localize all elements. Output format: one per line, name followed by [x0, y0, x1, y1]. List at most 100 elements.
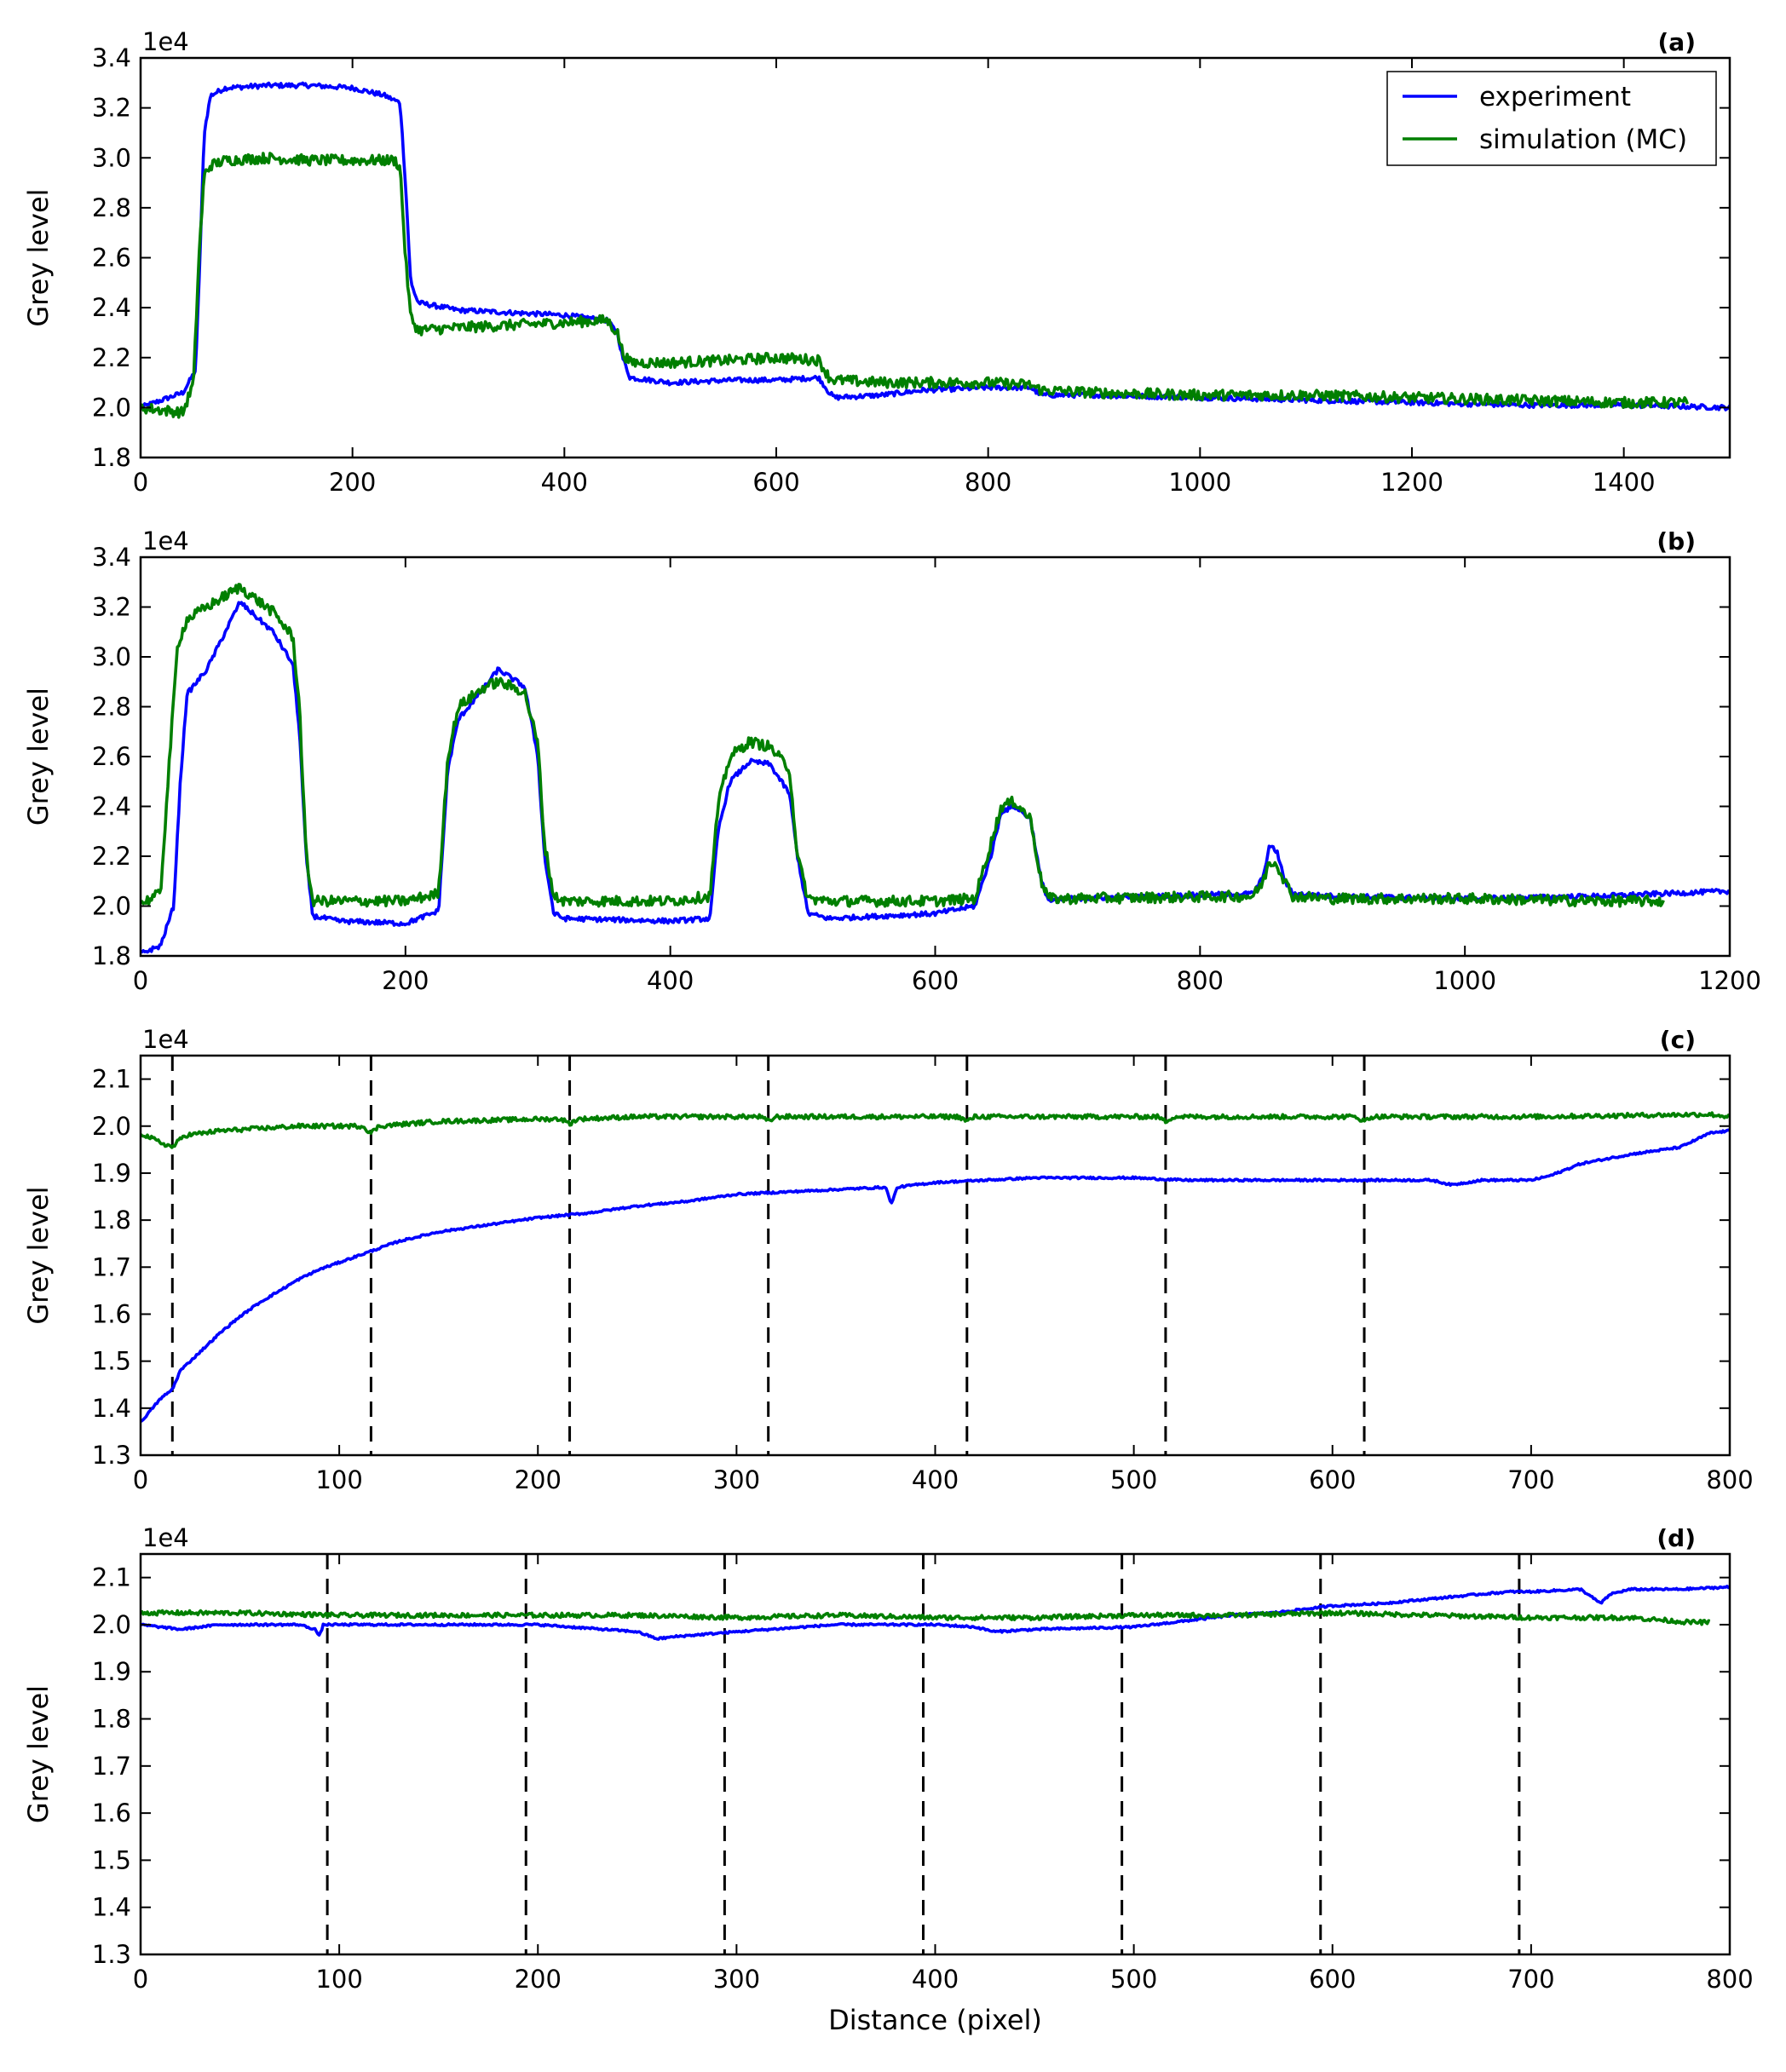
x-tick-label: 600: [1309, 1965, 1356, 1994]
y-tick-label: 1.6: [92, 1799, 131, 1827]
y-tick-label: 1.9: [92, 1657, 131, 1686]
y-tick-label: 1.3: [92, 1940, 131, 1969]
series-simulation-line: [141, 1111, 1730, 1149]
y-tick-label: 1.8: [92, 1705, 131, 1734]
legend-label: experiment: [1479, 82, 1631, 112]
y-axis-title: Grey level: [22, 188, 55, 326]
x-axis-title: Distance (pixel): [828, 2004, 1042, 2036]
y-tick-label: 1.7: [92, 1752, 131, 1781]
y-tick-label: 2.6: [92, 244, 131, 273]
x-tick-label: 200: [382, 966, 429, 995]
panel-label: (c): [1660, 1026, 1696, 1054]
y-multiplier-label: 1e4: [142, 1025, 189, 1054]
y-tick-label: 2.2: [92, 343, 131, 372]
x-tick-label: 600: [752, 468, 799, 497]
x-tick-label: 1400: [1593, 468, 1656, 497]
y-tick-label: 3.0: [92, 143, 131, 172]
x-tick-label: 200: [329, 468, 376, 497]
x-tick-label: 1200: [1380, 468, 1443, 497]
y-multiplier-label: 1e4: [142, 27, 189, 56]
x-tick-label: 0: [133, 966, 148, 995]
y-tick-label: 2.8: [92, 193, 131, 222]
x-tick-label: 400: [541, 468, 588, 497]
x-tick-label: 1200: [1698, 966, 1761, 995]
panel-label: (d): [1656, 1524, 1696, 1552]
legend-label: simulation (MC): [1479, 124, 1687, 155]
y-tick-label: 3.2: [92, 94, 131, 123]
x-tick-label: 100: [315, 1465, 362, 1494]
x-tick-label: 0: [133, 1465, 148, 1494]
panel-c: 0 100 200 300 400 500 600 700 800 1.3 1.4 1.5 1.6 1.7…: [22, 1025, 1754, 1494]
panel-b: 0 200 400 600 800 1000 1200 1.8 2.0 2.2 2.4 2.6 2.8 3…: [22, 527, 1761, 995]
x-tick-label: 200: [515, 1965, 562, 1994]
x-tick-label: 700: [1507, 1965, 1554, 1994]
y-tick-label: 1.8: [92, 941, 131, 970]
panel-a: 0 200 400 600 800 1000 1200 1400 1.8 2.0 2.2 2.4 2.6…: [22, 27, 1731, 497]
y-tick-label: 2.4: [92, 293, 131, 322]
y-tick-label: 1.3: [92, 1441, 131, 1470]
y-tick-label: 2.2: [92, 842, 131, 871]
y-multiplier-label: 1e4: [142, 1523, 189, 1552]
y-tick-label: 3.0: [92, 642, 131, 671]
panel-label: (b): [1656, 527, 1696, 555]
y-tick-label: 1.5: [92, 1347, 131, 1376]
x-tick-label: 0: [133, 1965, 148, 1994]
legend: experiment simulation (MC): [1386, 71, 1717, 166]
y-tick-label: 2.0: [92, 393, 131, 422]
x-tick-label: 500: [1110, 1465, 1157, 1494]
y-tick-label: 2.6: [92, 742, 131, 771]
x-tick-label: 400: [647, 966, 694, 995]
x-tick-label: 1000: [1433, 966, 1496, 995]
plot-area: [141, 81, 1730, 419]
series-simulation-line: [141, 1609, 1711, 1626]
y-tick-label: 2.1: [92, 1563, 131, 1592]
y-tick-label: 2.0: [92, 1610, 131, 1639]
y-tick-label: 1.6: [92, 1299, 131, 1328]
y-tick-label: 1.4: [92, 1893, 131, 1922]
y-axis-title: Grey level: [22, 1685, 55, 1823]
y-tick-label: 2.1: [92, 1065, 131, 1094]
x-tick-label: 500: [1110, 1965, 1157, 1994]
plot-area: [141, 1554, 1730, 1954]
x-tick-label: 200: [515, 1465, 562, 1494]
y-tick-label: 1.9: [92, 1159, 131, 1188]
y-tick-label: 1.8: [92, 1206, 131, 1235]
y-axis-title: Grey level: [22, 1186, 55, 1324]
plot-area: [141, 583, 1730, 954]
x-tick-label: 0: [133, 468, 148, 497]
x-tick-label: 800: [1706, 1965, 1753, 1994]
series-simulation-line: [141, 152, 1689, 419]
y-axis-title: Grey level: [22, 688, 55, 826]
y-multiplier-label: 1e4: [142, 527, 189, 555]
series-experiment-line: [141, 1128, 1730, 1423]
y-tick-label: 1.7: [92, 1252, 131, 1281]
plot-area: [141, 1056, 1730, 1455]
x-tick-label: 400: [912, 1965, 959, 1994]
y-tick-label: 1.5: [92, 1845, 131, 1874]
panel-d: 0 100 200 300 400 500 600 700 800 1.3 1.4 1.5 1.6 1.7…: [22, 1523, 1754, 2036]
x-tick-label: 100: [315, 1965, 362, 1994]
panel-label: (a): [1658, 28, 1697, 56]
x-tick-label: 700: [1507, 1465, 1554, 1494]
y-tick-label: 1.8: [92, 443, 131, 472]
y-tick-label: 3.2: [92, 593, 131, 622]
x-tick-label: 300: [713, 1465, 760, 1494]
y-tick-label: 1.4: [92, 1394, 131, 1423]
y-tick-label: 2.0: [92, 892, 131, 921]
x-tick-label: 800: [1177, 966, 1224, 995]
x-tick-label: 600: [1309, 1465, 1356, 1494]
x-tick-label: 1000: [1168, 468, 1231, 497]
series-simulation-line: [141, 583, 1665, 908]
x-tick-label: 600: [912, 966, 959, 995]
y-tick-label: 2.0: [92, 1112, 131, 1141]
series-experiment-line: [141, 1585, 1730, 1641]
y-tick-label: 2.8: [92, 693, 131, 722]
x-tick-label: 400: [912, 1465, 959, 1494]
y-tick-label: 3.4: [92, 43, 131, 72]
y-tick-label: 3.4: [92, 543, 131, 572]
x-tick-label: 300: [713, 1965, 760, 1994]
legend-box: [1386, 71, 1717, 166]
x-tick-label: 800: [1706, 1465, 1753, 1494]
y-tick-label: 2.4: [92, 792, 131, 821]
